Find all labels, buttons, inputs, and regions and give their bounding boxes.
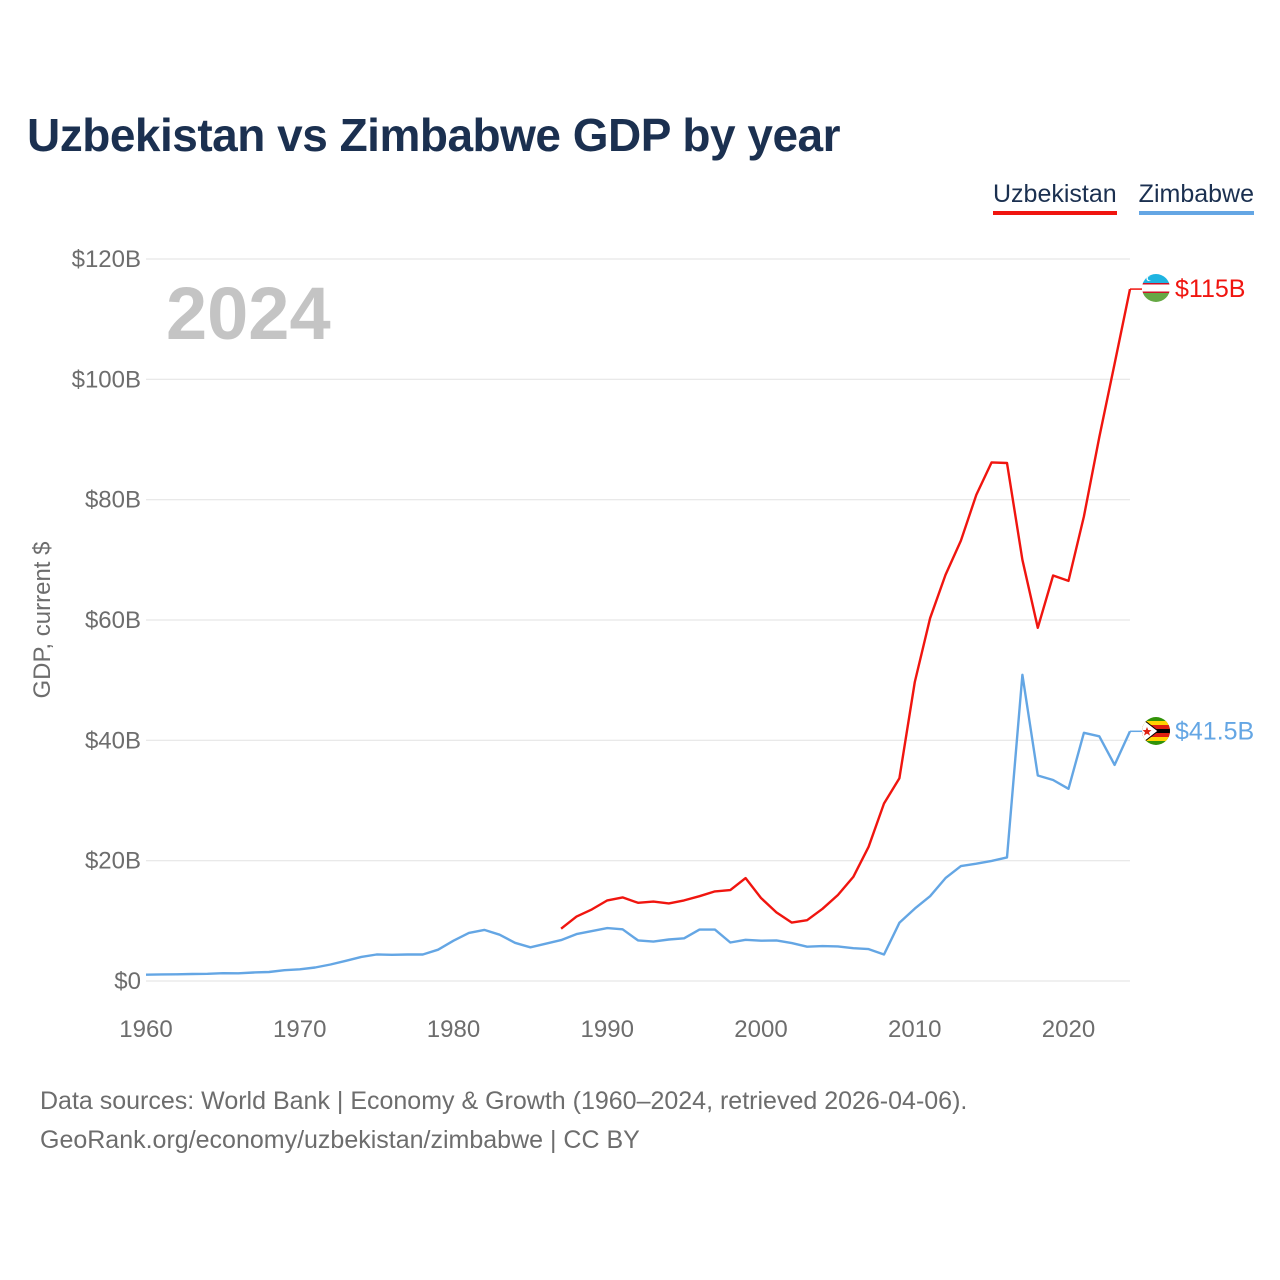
chart-title: Uzbekistan vs Zimbabwe GDP by year (27, 109, 841, 161)
series-line-zimbabwe (145, 673, 1132, 976)
legend: Uzbekistan Zimbabwe (993, 180, 1254, 215)
y-tick-label: $100B (72, 366, 141, 393)
uzbekistan-flag-icon (1142, 274, 1170, 302)
zimbabwe-flag-icon (1142, 717, 1170, 745)
gridlines (146, 258, 1130, 982)
y-tick-label: $80B (85, 487, 141, 514)
line-chart: 2024 $0$20B$40B$60B$80B$100B$120B 1960 19… (29, 246, 1254, 1043)
series-line-uzbekistan (560, 288, 1132, 930)
y-tick-label: $20B (85, 848, 141, 875)
series-lines (145, 288, 1132, 976)
x-axis-ticks: 1960 1970 1980 1990 2000 2010 2020 (119, 1016, 1095, 1043)
footer-sources: Data sources: World Bank | Economy & Gro… (40, 1087, 968, 1115)
y-axis-ticks: $0 $20B $40B $60B $80B $100B $120B (72, 246, 141, 995)
end-labels: $115B $41.5B (1130, 275, 1254, 745)
x-tick-label: 2010 (888, 1016, 941, 1043)
end-label-zimbabwe: $41.5B (1175, 717, 1254, 745)
x-tick-label: 1970 (273, 1016, 326, 1043)
y-tick-label: $120B (72, 246, 141, 273)
end-label-uzbekistan: $115B (1175, 275, 1245, 303)
x-tick-label: 2020 (1042, 1016, 1095, 1043)
y-tick-label: $60B (85, 607, 141, 634)
footer-credit: GeoRank.org/economy/uzbekistan/zimbabwe … (40, 1126, 640, 1154)
x-tick-label: 1990 (581, 1016, 634, 1043)
legend-item-uzbekistan[interactable]: Uzbekistan (993, 180, 1117, 215)
x-tick-label: 1960 (119, 1016, 172, 1043)
footer: Data sources: World Bank | Economy & Gro… (40, 1082, 967, 1160)
year-watermark: 2024 (166, 272, 331, 355)
y-axis-label: GDP, current $ (29, 542, 56, 699)
x-tick-label: 2000 (734, 1016, 787, 1043)
x-tick-label: 1980 (427, 1016, 480, 1043)
y-tick-label: $0 (114, 968, 141, 995)
y-tick-label: $40B (85, 727, 141, 754)
legend-item-zimbabwe[interactable]: Zimbabwe (1138, 180, 1254, 215)
